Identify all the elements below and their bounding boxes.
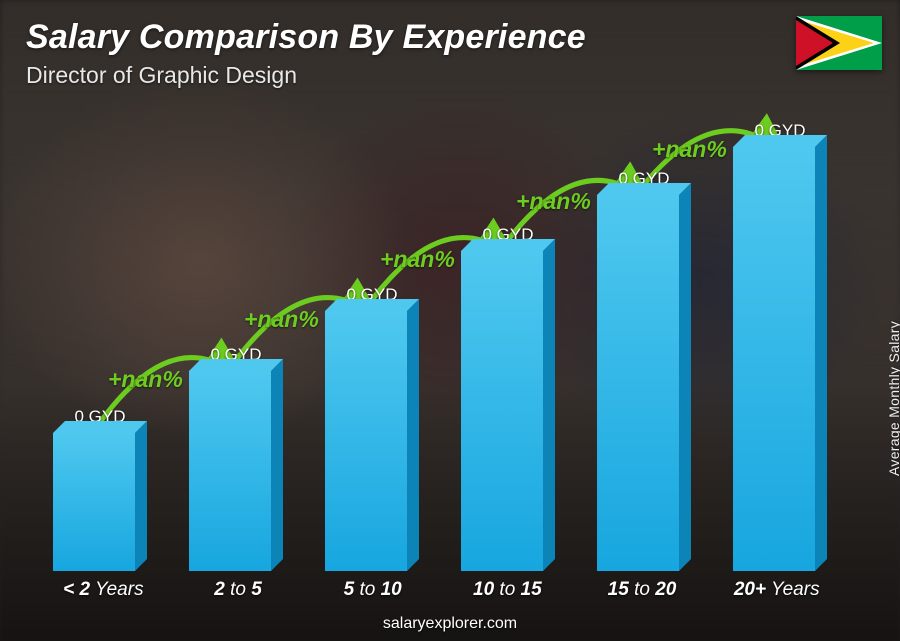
x-axis-labels: < 2 Years2 to 55 to 1010 to 1515 to 2020… xyxy=(30,579,850,615)
bar-column: 0 GYD xyxy=(716,121,844,571)
guyana-flag-icon xyxy=(796,16,882,70)
delta-label: +nan% xyxy=(516,188,591,215)
bar xyxy=(53,433,147,571)
bar-column: 0 GYD xyxy=(36,407,164,571)
bar-side xyxy=(815,135,827,571)
bar-side xyxy=(271,359,283,571)
country-flag xyxy=(796,16,882,70)
delta-label: +nan% xyxy=(108,366,183,393)
bar-front xyxy=(189,371,271,571)
bar xyxy=(189,371,283,571)
bar-front xyxy=(733,147,815,571)
bar-top xyxy=(733,135,827,147)
bar-front xyxy=(53,433,135,571)
bar-front xyxy=(597,195,679,571)
bar-column: 0 GYD xyxy=(172,345,300,571)
y-axis-label: Average Monthly Salary xyxy=(886,321,900,476)
footer-credit: salaryexplorer.com xyxy=(0,615,900,633)
bar-top xyxy=(53,421,147,433)
chart-subtitle: Director of Graphic Design xyxy=(26,62,297,89)
bar-top xyxy=(189,359,283,371)
bar-column: 0 GYD xyxy=(580,169,708,571)
bar-column: 0 GYD xyxy=(308,285,436,571)
bars-container: 0 GYD0 GYD0 GYD0 GYD0 GYD0 GYD xyxy=(30,110,850,571)
delta-label: +nan% xyxy=(244,306,319,333)
delta-label: +nan% xyxy=(652,136,727,163)
bar-front xyxy=(461,251,543,571)
bar-side xyxy=(135,421,147,571)
bar-front xyxy=(325,311,407,571)
x-axis-label: < 2 Years xyxy=(36,579,171,615)
x-axis-label: 15 to 20 xyxy=(575,579,710,615)
x-axis-label: 2 to 5 xyxy=(171,579,306,615)
chart-title: Salary Comparison By Experience xyxy=(26,18,586,57)
bar xyxy=(461,251,555,571)
bar xyxy=(325,311,419,571)
delta-label: +nan% xyxy=(380,246,455,273)
bar-side xyxy=(543,239,555,571)
bar-side xyxy=(679,183,691,571)
bar-top xyxy=(461,239,555,251)
x-axis-label: 5 to 10 xyxy=(305,579,440,615)
bar xyxy=(597,195,691,571)
bar-side xyxy=(407,299,419,571)
bar-top xyxy=(325,299,419,311)
chart-area: 0 GYD0 GYD0 GYD0 GYD0 GYD0 GYD +nan%+nan… xyxy=(30,110,850,571)
x-axis-label: 10 to 15 xyxy=(440,579,575,615)
bar-top xyxy=(597,183,691,195)
x-axis-label: 20+ Years xyxy=(709,579,844,615)
bar-column: 0 GYD xyxy=(444,225,572,571)
bar xyxy=(733,147,827,571)
